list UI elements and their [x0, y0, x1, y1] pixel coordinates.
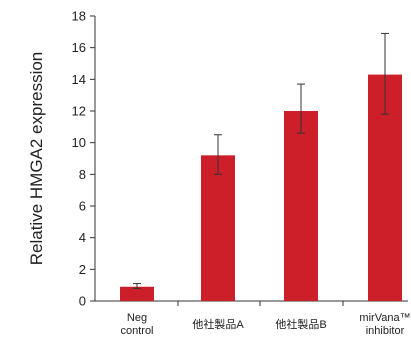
error-bars	[133, 32, 389, 289]
category-label: 他社製品A	[192, 317, 244, 331]
category-label: 他社製品B	[275, 317, 326, 331]
y-tick-label: 10	[72, 135, 86, 150]
category-label: Neg control	[120, 312, 153, 337]
category-label-line: 他社製品A	[192, 317, 244, 331]
y-tick-label: 4	[79, 230, 86, 245]
y-tick-label: 14	[72, 72, 86, 87]
category-label: mirVana™ inhibitor	[359, 312, 410, 337]
category-label-line: 他社製品B	[275, 317, 326, 331]
category-label-line: mirVana™	[359, 312, 410, 324]
bar	[284, 111, 318, 301]
y-axis: 0 2 4 6 8 10 12 14 16 18	[72, 9, 96, 309]
category-labels: Neg control 他社製品A 他社製品B mirVana™ inhibitor	[120, 312, 410, 337]
y-axis-label: Relative HMGA2 expression	[27, 52, 46, 266]
y-tick-label: 0	[79, 294, 86, 309]
x-axis	[95, 300, 408, 306]
y-tick-label: 16	[72, 40, 86, 55]
y-tick-label: 18	[72, 9, 86, 24]
category-label-line: Neg	[127, 312, 147, 324]
category-label-line: control	[120, 325, 153, 337]
y-tick-label: 8	[79, 167, 86, 182]
category-label-line: inhibitor	[366, 325, 405, 337]
bar	[201, 155, 235, 301]
bar	[120, 286, 154, 301]
bars	[120, 74, 402, 301]
y-tick-label: 6	[79, 199, 86, 214]
y-tick-label: 12	[72, 104, 86, 119]
y-tick-label: 2	[79, 262, 86, 277]
